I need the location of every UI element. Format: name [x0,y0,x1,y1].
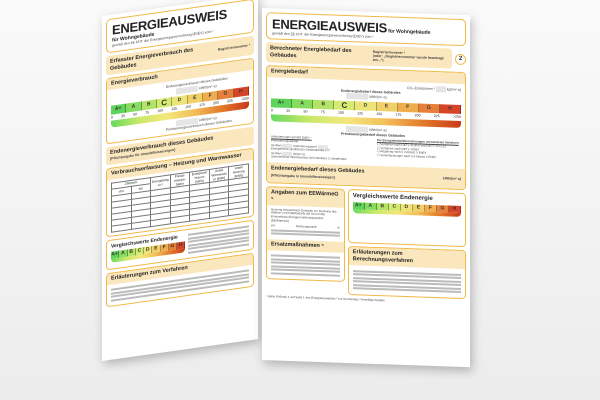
energy-class-D: D [144,245,153,254]
energy-class-A: A [364,203,377,211]
scale-tick: 200 [213,100,219,106]
percent: % [337,225,340,230]
energy-class-A: A [119,249,128,258]
scale-tick: 75 [320,110,325,115]
scale-tick: 200 [414,113,421,118]
certificate-page-consumption: ENERGIEAUSWEIS für Wohngebäude gemäß den… [102,0,258,362]
scale-tick: 175 [395,113,402,118]
share-label: Deckungsanteil: [295,223,318,229]
unit: kWh/(m²·a) [369,127,387,133]
energy-class-C: C [135,246,144,256]
energy-class-F: F [424,205,437,213]
co2-label: CO₂-Emissionen ³ [406,85,435,91]
energy-class-H: H [439,104,461,115]
title-box: ENERGIEAUSWEIS für Wohngebäude gemäß den… [266,12,466,47]
summary-note: [Pflichtangabe in Immobilienanzeigen] [271,173,335,180]
energy-class-E: E [152,244,161,253]
energy-class-G: G [418,103,440,114]
energy-class-F: F [160,243,169,252]
energy-class-H: H [448,205,461,214]
registration-note: (oder: „Registriernummer wurde beantragt… [372,53,444,63]
requirement-label: Sommerlicher Wärmeschutz (bei Neubau) [271,154,327,161]
scale-tick: 50 [303,109,308,114]
energy-class-E: E [376,102,398,113]
comparison-section: Vergleichswerte Endenergie A+ A B C D E F G H [347,188,466,248]
energy-class-H: H [177,241,186,250]
energy-class-B: B [127,248,136,257]
scale-tick: 150 [376,112,383,117]
energy-class-B: B [313,100,335,110]
co2-unit: kg/(m²·a) [446,87,461,92]
title-suffix: für Wohngebäude [388,28,431,36]
scale-tick: 225 [433,114,440,119]
unit: kWh/(m²·a) [199,83,217,91]
scale-tick: 75 [145,110,150,115]
energy-class-C: C [388,203,401,212]
scale-tick: 175 [199,102,205,107]
energy-class-G: G [168,242,177,251]
energy-class-B: B [376,203,389,211]
scale-tick: 125 [357,111,363,116]
energy-class-C: C [334,100,356,111]
scale-tick: 100 [157,108,164,113]
option-label: Vereinfachungen nach § 9 Absatz 2 EnEV [380,153,437,160]
scale-tick: 25 [286,109,291,114]
energy-class-Aplus: A+ [271,98,293,109]
energy-class-E: E [412,204,425,213]
unit: kWh/(m²·a) [369,95,387,100]
registration-label: Registriernummer ² [217,43,250,53]
section-header: Berechneter Energiebedarf des Gebäudes Re… [266,42,452,69]
energy-class-F: F [397,103,419,113]
scale-tick: 25 [121,113,125,118]
scale-tick: 0 [111,115,113,120]
scale-tick: 150 [185,104,191,109]
energy-class-G: G [436,205,449,213]
eew-text: Nutzung erneuerbarer Energien zur Deckun… [271,207,337,223]
scale-tick: >250 [453,115,461,120]
unit: kWh/(m²·a) [442,176,461,181]
scale-tick: 125 [171,106,177,111]
type-label: Art: [271,223,276,228]
explanation-section: Erläuterungen zum Berechnungsverfahren [347,246,466,299]
scale-tick: 225 [227,98,233,104]
energy-class-Aplus: A+ [111,250,120,259]
energy-class-D: D [400,204,413,212]
header-label: Berechneter Energiebedarf des Gebäudes [270,45,352,60]
scale-tick: 100 [337,111,344,116]
certificate-page-demand: ENERGIEAUSWEIS für Wohngebäude gemäß den… [262,8,470,368]
checkbox-label: eingehalten [331,156,347,162]
demand-section: Energiebedarf CO₂-Emissionen ³ kg/(m²·a)… [266,65,466,191]
energy-class-D: D [355,101,377,112]
eewaermeg-section: Angaben zum EEWärmeG ⁵ Nutzung erneuerba… [266,186,345,283]
scale-tick: 50 [133,111,138,117]
page-number: 2 [455,53,466,65]
energy-class-A: A [292,99,314,110]
scale-tick: 0 [271,108,273,113]
energy-class-Aplus: A+ [352,202,365,211]
